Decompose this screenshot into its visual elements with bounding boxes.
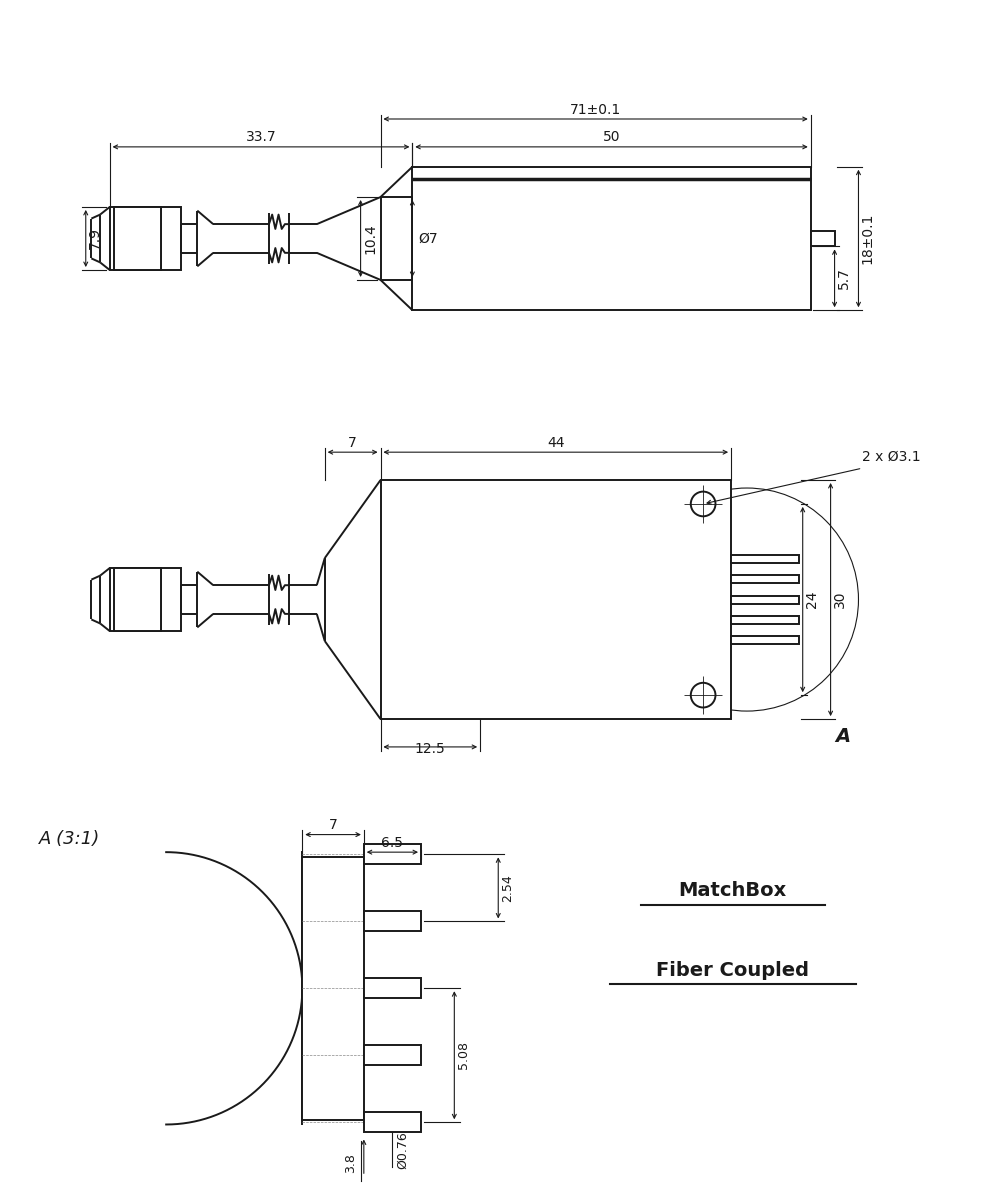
Bar: [811, 231, 835, 247]
Text: 7: 7: [348, 435, 357, 450]
Text: 5.08: 5.08: [457, 1042, 470, 1069]
Bar: [731, 575, 799, 583]
Bar: [364, 845, 421, 865]
Bar: [731, 636, 799, 644]
Text: Fiber Coupled: Fiber Coupled: [656, 960, 809, 979]
Bar: [110, 568, 181, 632]
Bar: [731, 555, 799, 563]
Text: A: A: [835, 727, 850, 746]
Text: 71±0.1: 71±0.1: [570, 102, 621, 117]
Text: Ø7: Ø7: [419, 231, 438, 245]
Bar: [110, 207, 181, 269]
Text: 6.5: 6.5: [381, 836, 403, 849]
Text: 30: 30: [833, 591, 847, 609]
Text: 3.8: 3.8: [344, 1152, 357, 1173]
Text: Ø0.76: Ø0.76: [396, 1131, 409, 1168]
Text: 7.9: 7.9: [88, 227, 102, 249]
Text: 44: 44: [547, 435, 565, 450]
Text: 10.4: 10.4: [363, 223, 377, 254]
Text: 12.5: 12.5: [415, 742, 446, 757]
Bar: [114, 568, 161, 632]
Text: A (3:1): A (3:1): [39, 830, 100, 848]
Bar: [381, 480, 731, 719]
Bar: [412, 167, 811, 310]
Bar: [302, 857, 364, 1120]
Text: 7: 7: [329, 818, 337, 832]
Bar: [364, 1113, 421, 1132]
Bar: [381, 197, 412, 280]
Text: MatchBox: MatchBox: [679, 882, 787, 901]
Bar: [364, 912, 421, 931]
Text: 5.7: 5.7: [837, 267, 851, 289]
Text: 33.7: 33.7: [246, 130, 276, 144]
Bar: [364, 1045, 421, 1066]
Bar: [364, 978, 421, 998]
Bar: [731, 616, 799, 624]
Text: 24: 24: [805, 591, 819, 609]
Bar: [114, 207, 161, 269]
Bar: [731, 595, 799, 604]
Text: 2 x Ø3.1: 2 x Ø3.1: [862, 450, 921, 464]
Text: 50: 50: [603, 130, 620, 144]
Text: 2.54: 2.54: [501, 875, 514, 902]
Text: 18±0.1: 18±0.1: [861, 213, 875, 265]
